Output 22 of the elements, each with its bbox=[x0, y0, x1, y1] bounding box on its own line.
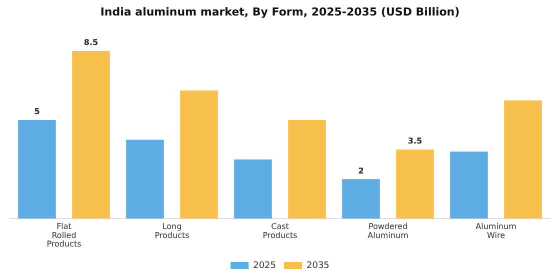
data-label: 5 bbox=[34, 107, 40, 116]
x-tick-label: Flat Rolled Products bbox=[46, 222, 82, 249]
bar bbox=[72, 51, 110, 219]
bar bbox=[288, 120, 326, 219]
legend-label: 2035 bbox=[306, 260, 330, 271]
x-tick-label: Cast Products bbox=[262, 222, 298, 240]
data-label: 2 bbox=[358, 166, 364, 176]
data-label: 8.5 bbox=[84, 38, 99, 48]
bar bbox=[342, 179, 380, 219]
x-tick-label: Powdered Aluminum bbox=[368, 222, 409, 240]
x-tick-label: Aluminum Wire bbox=[476, 222, 517, 240]
bar bbox=[126, 140, 164, 219]
chart-title: India aluminum market, By Form, 2025-2035 (USD Billion) bbox=[100, 5, 460, 18]
bar bbox=[180, 90, 218, 219]
bar bbox=[504, 100, 542, 219]
bar bbox=[18, 120, 56, 219]
bar bbox=[450, 152, 488, 219]
bar bbox=[234, 159, 272, 219]
x-tick-label: Long Products bbox=[154, 222, 190, 240]
data-label: 3.5 bbox=[408, 136, 423, 146]
bar bbox=[396, 150, 434, 219]
legend-label: 2025 bbox=[253, 260, 276, 271]
